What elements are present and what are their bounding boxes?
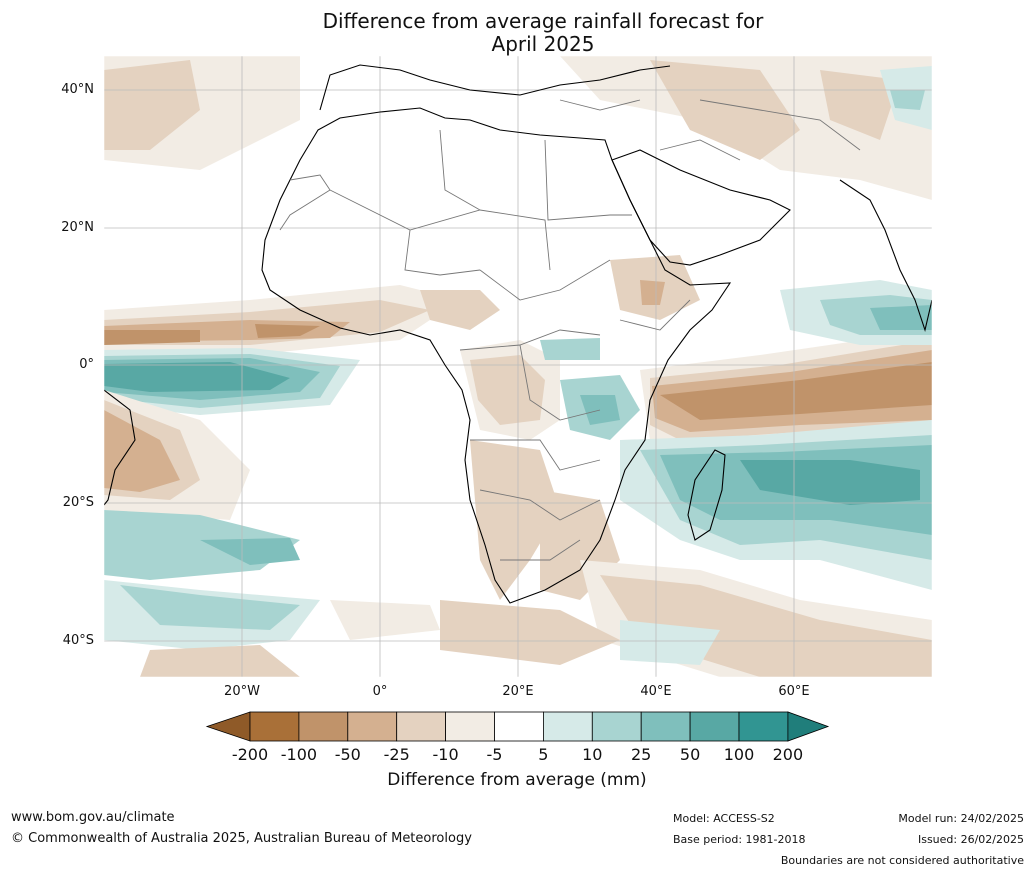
coastlines xyxy=(104,64,932,604)
colorbar-tick-label: 100 xyxy=(723,745,755,764)
lon-label-20w: 20°W xyxy=(224,684,260,699)
colorbar-segment xyxy=(689,711,740,742)
colorbar-tick-label: -100 xyxy=(280,745,318,764)
footer-url: www.bom.gov.au/climate xyxy=(11,810,175,825)
lon-label-60e: 60°E xyxy=(778,684,810,699)
europe-coastline xyxy=(319,64,671,111)
colorbar xyxy=(205,711,830,742)
footer-disclaimer: Boundaries are not considered authoritat… xyxy=(780,854,1024,867)
colorbar-segment xyxy=(347,711,398,742)
colorbar-segment xyxy=(591,711,642,742)
colorbar-segment xyxy=(396,711,447,742)
colorbar-segment xyxy=(543,711,593,742)
title-line-1: Difference from average rainfall forecas… xyxy=(322,9,764,33)
colorbar-tick-label: -10 xyxy=(432,745,459,764)
colorbar-over-arrow xyxy=(787,711,830,742)
colorbar-tick-label: 50 xyxy=(679,745,701,764)
madagascar-coastline xyxy=(687,449,726,541)
colorbar-tick-label: 25 xyxy=(631,745,652,764)
colorbar-segment xyxy=(298,711,349,742)
colorbar-tick-label: 10 xyxy=(582,745,603,764)
south-america-coastline xyxy=(104,389,136,506)
colorbar-segment xyxy=(494,711,544,742)
colorbar-under-arrow xyxy=(205,711,251,742)
footer-base-period: Base period: 1981-2018 xyxy=(673,833,806,846)
footer-model: Model: ACCESS-S2 xyxy=(673,812,775,825)
footer-model-run: Model run: 24/02/2025 xyxy=(898,812,1024,825)
colorbar-segment xyxy=(249,711,300,742)
lat-label-40n: 40°N xyxy=(61,82,94,97)
lon-label-0: 0° xyxy=(372,684,388,699)
colorbar-tick-label: -50 xyxy=(334,745,361,764)
colorbar-segment xyxy=(445,711,495,742)
footer-issued: Issued: 26/02/2025 xyxy=(917,833,1024,846)
india-coastline xyxy=(839,179,932,333)
arabia-coastline xyxy=(611,149,791,266)
graticule xyxy=(104,56,932,677)
footer-copyright: © Commonwealth of Australia 2025, Austra… xyxy=(11,831,472,846)
colorbar-tick-label: -25 xyxy=(383,745,410,764)
colorbar-segment xyxy=(738,711,789,742)
africa-coastline xyxy=(261,107,732,604)
colorbar-tick-label: 5 xyxy=(538,745,549,764)
map-title: Difference from average rainfall forecas… xyxy=(200,10,886,56)
colorbar-title: Difference from average (mm) xyxy=(387,770,647,790)
lat-label-20s: 20°S xyxy=(62,495,94,510)
anomaly-field xyxy=(104,56,932,677)
colorbar-tick-label: 200 xyxy=(772,745,804,764)
country-borders xyxy=(279,99,861,561)
title-line-2: April 2025 xyxy=(491,32,595,56)
lat-label-equator: 0° xyxy=(79,357,94,372)
lat-label-40s: 40°S xyxy=(62,633,94,648)
lon-label-20e: 20°E xyxy=(502,684,534,699)
colorbar-tick-label: -5 xyxy=(486,745,503,764)
lat-label-20n: 20°N xyxy=(61,220,94,235)
lon-label-40e: 40°E xyxy=(640,684,672,699)
colorbar-tick-label: -200 xyxy=(231,745,269,764)
colorbar-segment xyxy=(640,711,691,742)
